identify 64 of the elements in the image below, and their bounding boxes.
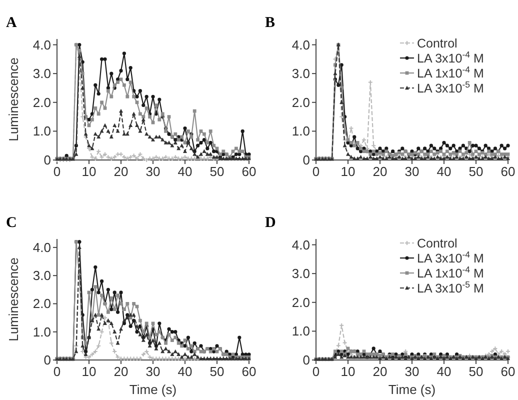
y-tick-label: 2.0 bbox=[292, 294, 310, 310]
x-tick-label: 10 bbox=[82, 164, 96, 179]
x-tick-label: 10 bbox=[340, 364, 356, 379]
x-tick-label: 0 bbox=[53, 364, 61, 379]
y-tick-label: 4.0 bbox=[32, 37, 51, 52]
legend-label: LA 3x10$^{-4}$ M bbox=[417, 250, 484, 266]
x-tick-label: 60 bbox=[500, 364, 516, 379]
y-tick-label: 4.0 bbox=[292, 37, 310, 52]
y-tick-label: 1.0 bbox=[292, 124, 310, 139]
legend-label: LA 1x10$^{-4}$ M bbox=[417, 64, 484, 80]
chart-title: C bbox=[6, 215, 17, 231]
y-tick-label: 3.0 bbox=[292, 266, 310, 282]
x-tick-label: 0 bbox=[312, 164, 320, 179]
y-tick-label: 1.0 bbox=[32, 124, 51, 139]
x-tick-label: 40 bbox=[436, 164, 452, 179]
legend-label: LA 3x10$^{-4}$ M bbox=[417, 50, 484, 66]
legend-label: LA 1x10$^{-4}$ M bbox=[417, 264, 484, 280]
y-tick-label: 0 bbox=[302, 352, 310, 368]
x-tick-label: 30 bbox=[404, 364, 420, 379]
y-tick-label: 0 bbox=[302, 152, 310, 168]
legend-label: LA 3x10$^{-5}$ M bbox=[417, 280, 484, 296]
y-tick-label: 3.0 bbox=[32, 66, 51, 82]
y-tick-label: 2.0 bbox=[32, 296, 51, 312]
y-tick-label: 4.0 bbox=[32, 240, 51, 255]
y-axis-title: Luminescence bbox=[6, 58, 21, 142]
x-tick-label: 10 bbox=[82, 364, 96, 379]
x-tick-label: 60 bbox=[242, 364, 256, 379]
y-tick-label: 1.0 bbox=[292, 324, 310, 339]
x-axis-title: Time (s) bbox=[388, 382, 436, 397]
x-tick-label: 0 bbox=[53, 164, 61, 179]
x-tick-label: 40 bbox=[436, 364, 452, 379]
x-tick-label: 20 bbox=[372, 364, 388, 379]
x-tick-label: 40 bbox=[178, 364, 192, 379]
x-tick-label: 60 bbox=[500, 164, 516, 179]
legend-label: Control bbox=[417, 236, 458, 250]
x-tick-label: 50 bbox=[210, 164, 224, 179]
x-tick-label: 10 bbox=[340, 164, 356, 179]
x-tick-label: 20 bbox=[114, 164, 128, 179]
x-tick-label: 50 bbox=[468, 364, 484, 379]
x-tick-label: 30 bbox=[146, 364, 160, 379]
x-tick-label: 60 bbox=[242, 164, 256, 179]
y-tick-label: 1.0 bbox=[32, 324, 51, 340]
x-tick-label: 50 bbox=[468, 164, 484, 179]
y-tick-label: 0 bbox=[44, 352, 51, 368]
chart-title: D bbox=[265, 215, 276, 231]
legend-label: LA 3x10$^{-5}$ M bbox=[417, 80, 484, 96]
x-tick-label: 40 bbox=[178, 164, 192, 179]
y-tick-label: 2.0 bbox=[32, 94, 51, 110]
y-tick-label: 3.0 bbox=[32, 268, 51, 284]
x-tick-label: 20 bbox=[372, 164, 388, 179]
x-axis-title: Time (s) bbox=[129, 382, 177, 397]
y-tick-label: 0 bbox=[44, 152, 51, 168]
x-tick-label: 20 bbox=[114, 364, 128, 379]
x-tick-label: 30 bbox=[146, 164, 160, 179]
chart-title: A bbox=[6, 15, 17, 31]
y-tick-label: 4.0 bbox=[292, 237, 310, 252]
x-tick-label: 30 bbox=[404, 164, 420, 179]
legend-label: Control bbox=[417, 36, 458, 50]
y-axis-title: Luminescence bbox=[6, 258, 21, 342]
x-tick-label: 50 bbox=[210, 364, 224, 379]
y-tick-label: 3.0 bbox=[292, 66, 310, 82]
chart-title: B bbox=[265, 15, 276, 31]
x-tick-label: 0 bbox=[312, 364, 320, 379]
y-tick-label: 2.0 bbox=[292, 94, 310, 110]
